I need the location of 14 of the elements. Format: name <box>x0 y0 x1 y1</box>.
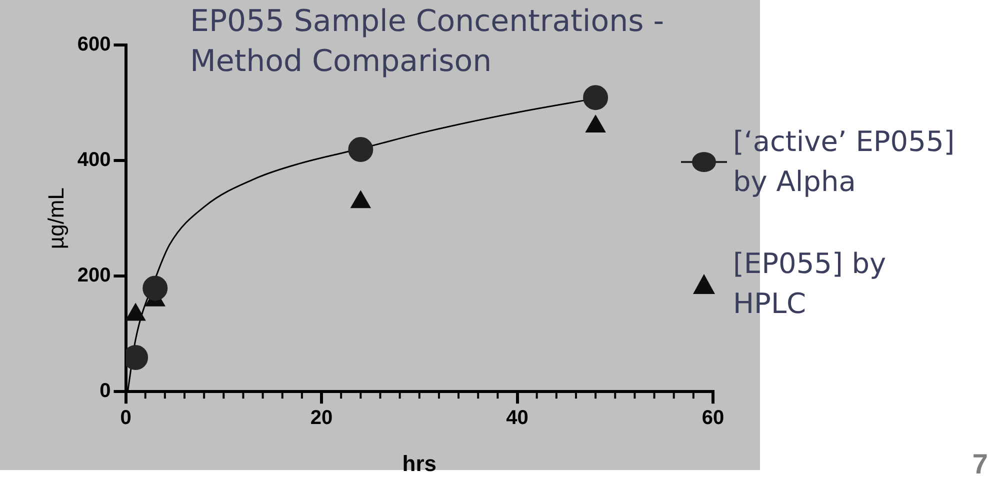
y-tick-label: 600 <box>77 34 111 56</box>
legend-label: [EP055] by HPLC <box>733 246 888 322</box>
x-tick-label: 60 <box>702 407 724 430</box>
legend-label: [‘active’ EP055] by Alpha <box>733 124 956 200</box>
chart-title: EP055 Sample Concentrations - Method Comparison <box>190 4 664 79</box>
x-tick-label: 0 <box>120 407 132 430</box>
x-tick-label: 20 <box>310 407 333 430</box>
y-axis-title: µg/mL <box>43 188 68 250</box>
y-tick-label: 200 <box>77 264 111 287</box>
y-tick-label: 0 <box>100 380 111 402</box>
x-axis-title: hrs <box>402 450 437 476</box>
y-tick-label: 400 <box>77 149 111 172</box>
text: 7 <box>972 448 988 480</box>
x-tick-label: 40 <box>506 407 528 430</box>
